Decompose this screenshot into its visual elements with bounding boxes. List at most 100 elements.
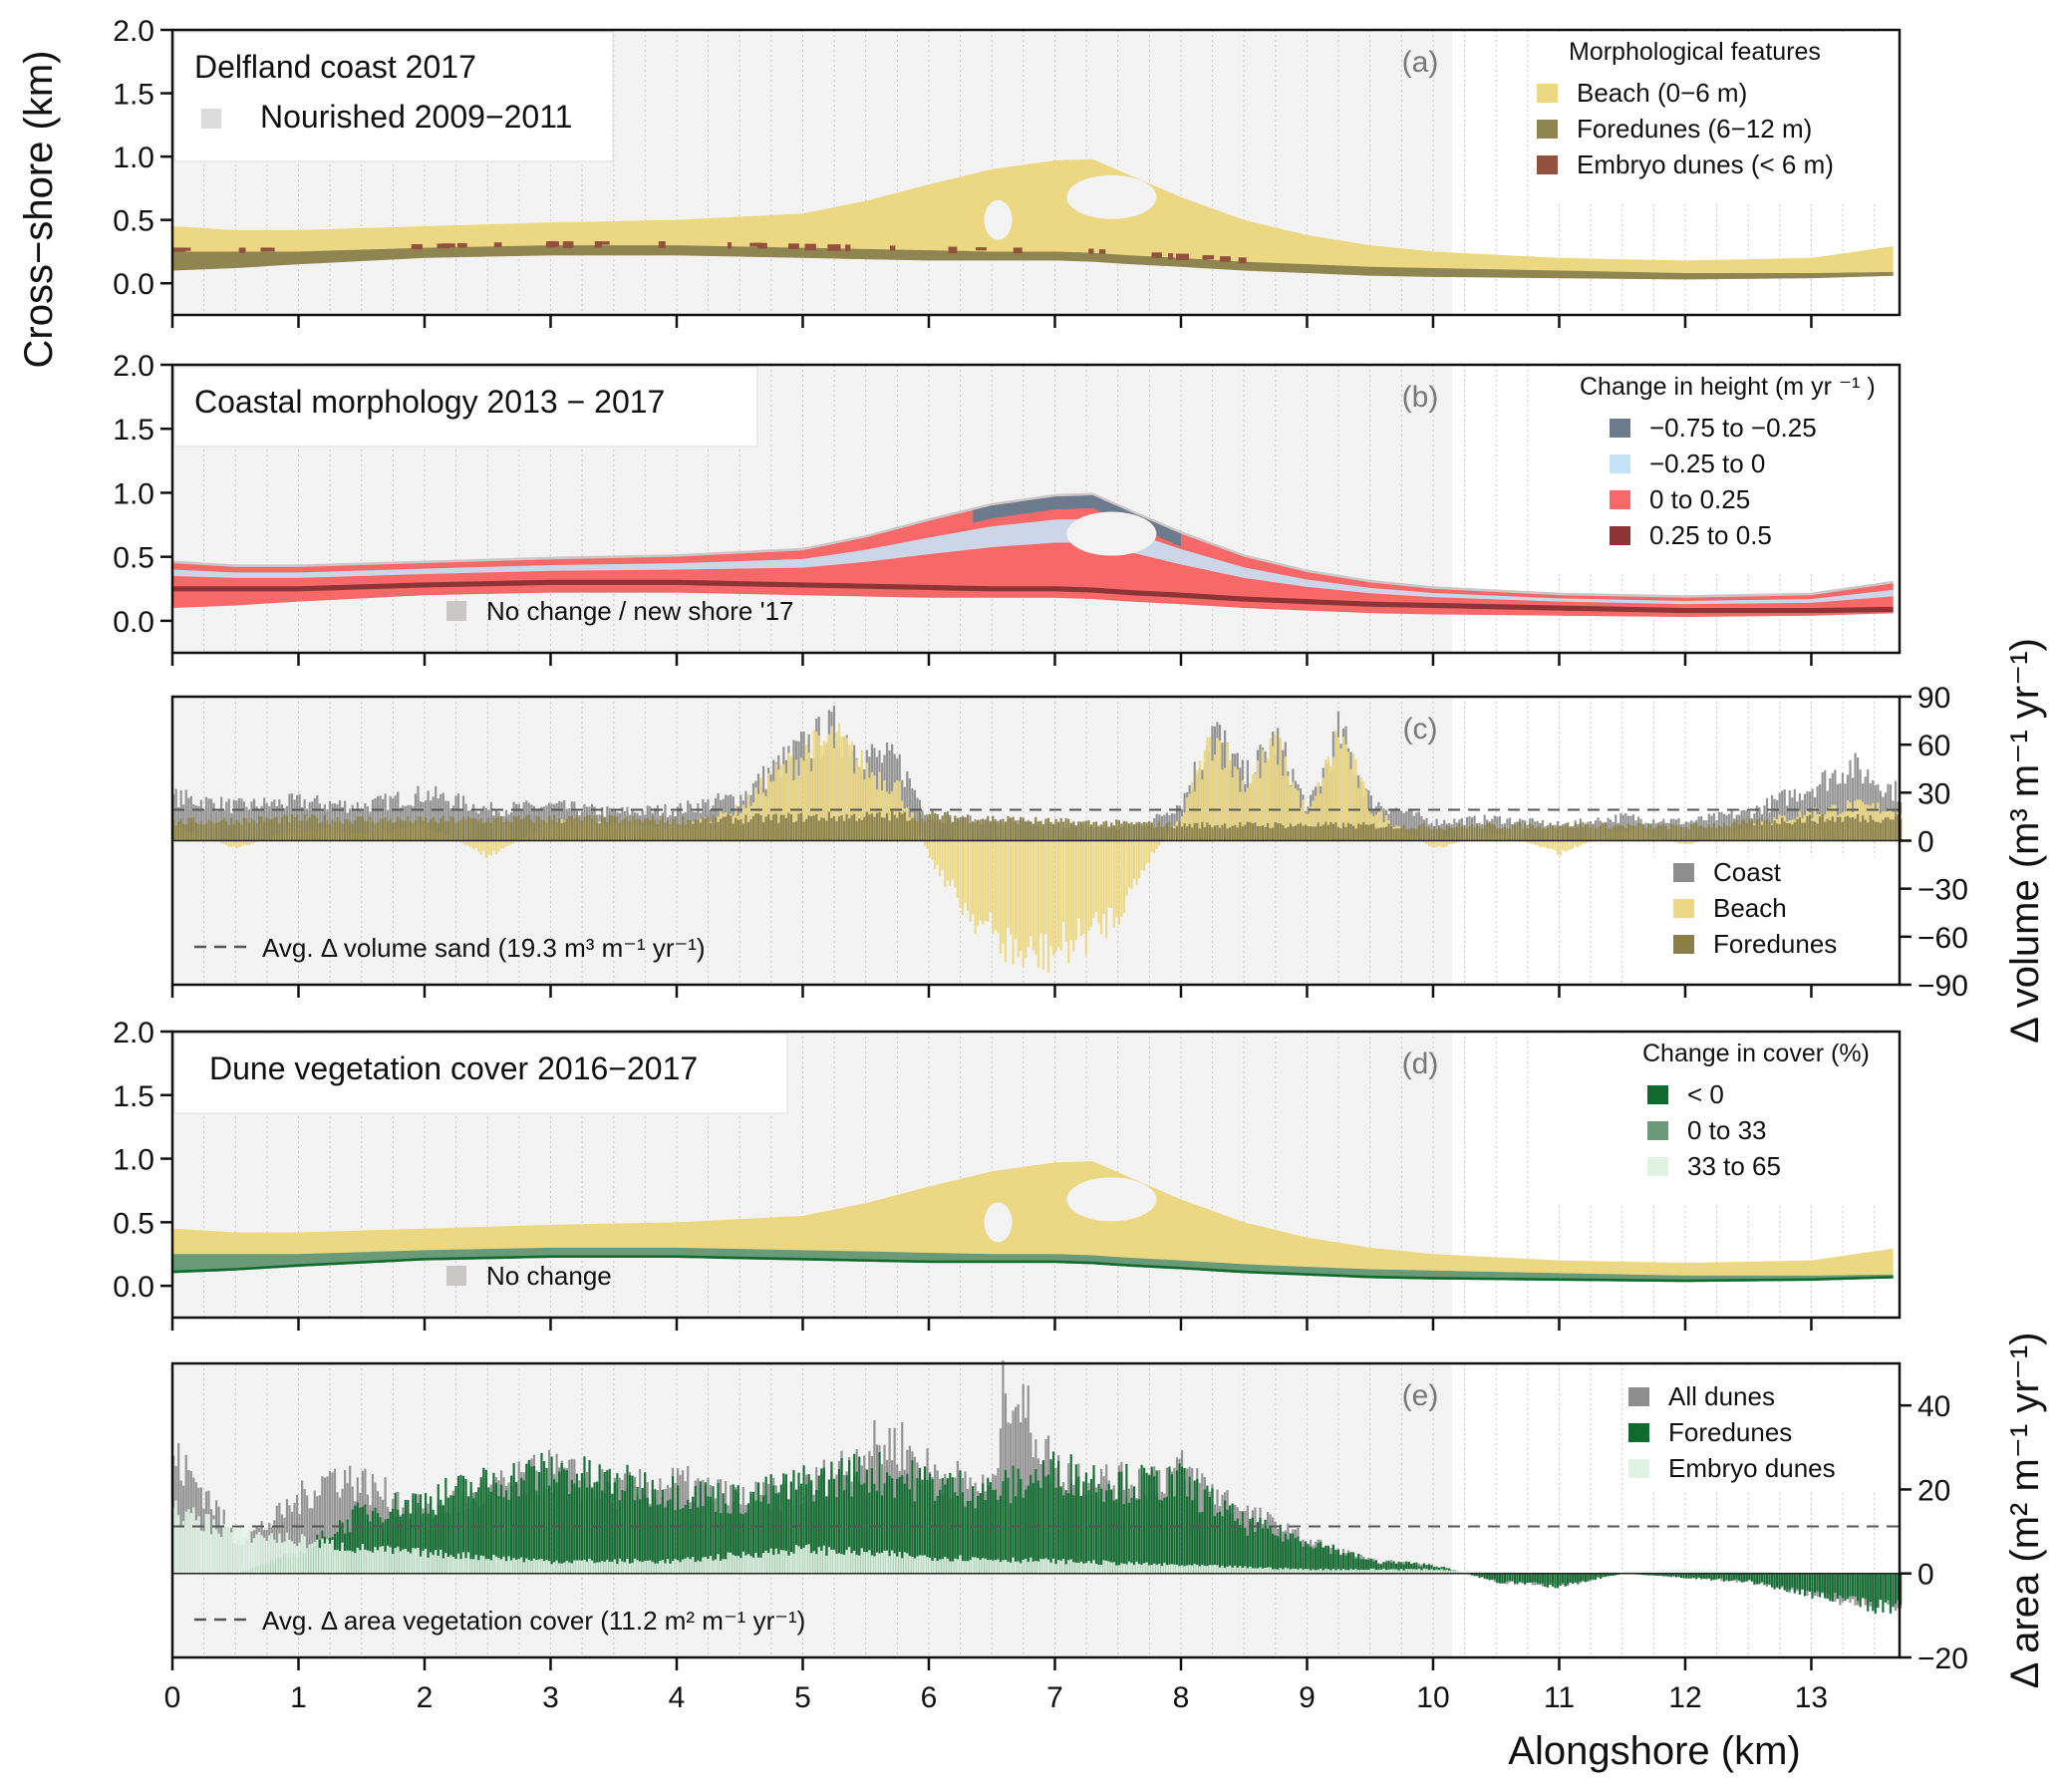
bar <box>374 1547 377 1574</box>
bar <box>1234 824 1237 841</box>
bar <box>537 1559 541 1574</box>
bar <box>432 1509 435 1574</box>
bar <box>525 815 528 841</box>
bar <box>1440 840 1443 848</box>
bar <box>532 1465 535 1574</box>
bar <box>923 1555 927 1574</box>
bar <box>1564 824 1567 841</box>
bar <box>712 1486 715 1574</box>
bar <box>1107 840 1110 908</box>
bar <box>1652 1573 1655 1576</box>
bar <box>1259 1567 1262 1574</box>
bar <box>1786 1573 1789 1593</box>
bar <box>1712 823 1715 841</box>
bar <box>1493 1571 1496 1574</box>
bar <box>1064 1490 1067 1574</box>
bar <box>1834 1573 1837 1594</box>
bar <box>749 819 752 841</box>
bar <box>1362 822 1365 841</box>
bar <box>880 1495 884 1574</box>
bar <box>394 1492 397 1574</box>
bar <box>789 755 793 841</box>
bar <box>1702 1569 1705 1574</box>
legend-swatch <box>1673 899 1694 918</box>
bar <box>359 816 362 841</box>
bar <box>687 1499 690 1574</box>
bar <box>1710 1569 1713 1574</box>
bar <box>956 1495 960 1574</box>
bar <box>777 769 780 841</box>
bar <box>1254 1532 1257 1574</box>
bar <box>232 824 235 841</box>
bar <box>621 1490 624 1574</box>
bar <box>853 1550 856 1574</box>
bar <box>295 814 299 841</box>
bar <box>1354 828 1357 841</box>
bar <box>746 822 750 841</box>
bar <box>1034 816 1037 841</box>
bar <box>1127 823 1131 841</box>
bar <box>593 815 596 841</box>
bar <box>1529 840 1532 844</box>
bar <box>1344 826 1347 841</box>
bar <box>989 840 992 913</box>
bar <box>787 1555 790 1574</box>
bar <box>941 1559 944 1574</box>
bar <box>424 1548 428 1574</box>
bar <box>1150 822 1153 841</box>
bar <box>992 1489 995 1574</box>
bar <box>230 840 233 847</box>
bar <box>709 822 713 841</box>
bar <box>741 804 744 841</box>
bar <box>1089 840 1093 927</box>
bar <box>275 1505 278 1574</box>
bar <box>1577 1573 1580 1585</box>
bar <box>1364 789 1367 841</box>
bar <box>364 1504 367 1574</box>
bar <box>702 1557 705 1574</box>
bar <box>441 1558 444 1574</box>
bar <box>1266 822 1270 841</box>
bar <box>464 818 467 841</box>
bar <box>394 1548 397 1574</box>
bar <box>772 780 775 841</box>
bar <box>1374 828 1377 841</box>
bar <box>1062 1495 1065 1574</box>
bar <box>1690 824 1693 841</box>
bar <box>1755 1572 1758 1574</box>
bar <box>1143 1563 1146 1574</box>
y-tick-label: 1.5 <box>113 79 154 112</box>
bar <box>1132 840 1136 879</box>
bar <box>1626 823 1629 841</box>
bar <box>1763 819 1766 841</box>
bar <box>1669 824 1672 841</box>
bar <box>517 1496 520 1574</box>
bar <box>807 815 810 841</box>
bar <box>1249 1519 1252 1574</box>
bar <box>504 840 508 847</box>
bar <box>1084 840 1088 956</box>
legend-swatch <box>1647 1121 1668 1140</box>
panel-frame <box>170 1030 1902 1320</box>
bar <box>1445 1569 1448 1574</box>
bar <box>616 1473 619 1574</box>
bar <box>1231 1503 1234 1574</box>
bar <box>492 817 495 841</box>
bar <box>1317 781 1320 841</box>
bar <box>573 1560 576 1574</box>
bar <box>954 1492 957 1574</box>
bar <box>1561 826 1565 841</box>
bar <box>730 1552 733 1574</box>
bar <box>759 1501 762 1574</box>
bar <box>565 1560 568 1574</box>
bar <box>1145 822 1148 841</box>
bar <box>987 840 990 922</box>
bar <box>1498 1573 1501 1584</box>
bar <box>835 1553 838 1574</box>
bar <box>1274 1535 1277 1574</box>
bar <box>1392 1561 1395 1574</box>
bar <box>1216 1565 1219 1574</box>
bar <box>1364 1559 1367 1574</box>
bar <box>1216 824 1219 841</box>
bar <box>939 1559 942 1574</box>
